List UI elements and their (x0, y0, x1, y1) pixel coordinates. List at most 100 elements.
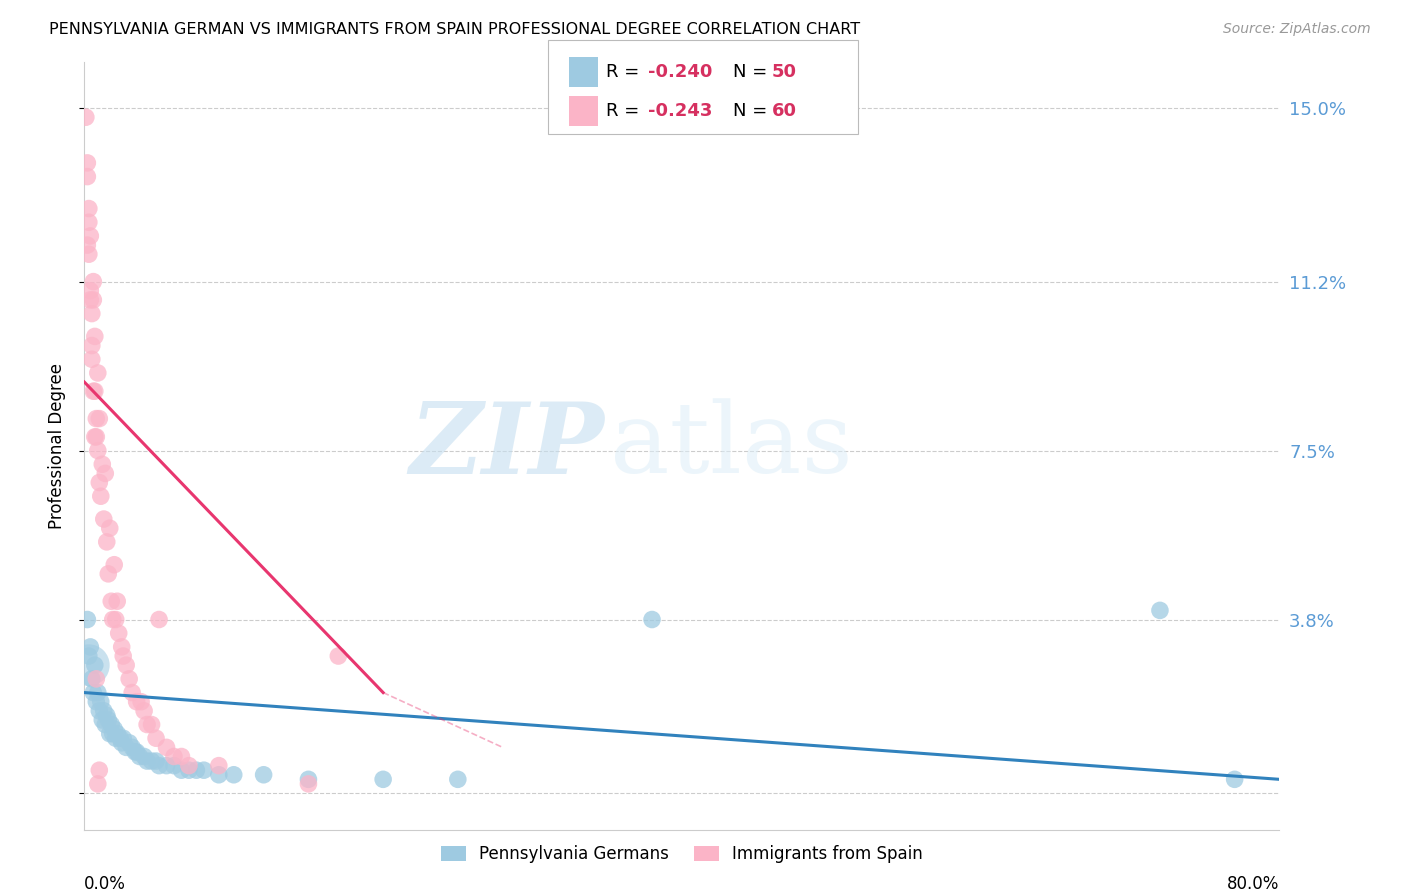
Text: 80.0%: 80.0% (1227, 875, 1279, 892)
Point (104, 613, 127, 627)
Point (125, 695, 148, 709)
Point (124, 745, 146, 759)
Point (170, 749, 193, 764)
Point (328, 648, 350, 663)
Point (132, 749, 156, 764)
Point (76, 238, 98, 252)
Point (222, 768, 245, 782)
Point (86, 695, 108, 709)
Point (93, 704, 115, 718)
Point (77, 215, 100, 229)
Text: ZIP: ZIP (409, 398, 605, 494)
Point (82, 685, 104, 699)
Point (115, 658, 138, 673)
Point (193, 763, 215, 777)
Y-axis label: Professional Degree: Professional Degree (48, 363, 66, 529)
Point (641, 613, 664, 627)
Text: N =: N = (733, 102, 772, 120)
Point (98, 521, 121, 535)
Point (97, 566, 120, 581)
Text: R =: R = (606, 62, 645, 80)
Point (177, 763, 200, 777)
Point (79, 229, 101, 244)
Point (111, 640, 134, 654)
Point (103, 558, 125, 572)
Text: R =: R = (606, 102, 645, 120)
Point (86, 411, 108, 425)
Point (163, 758, 186, 772)
Point (87, 443, 110, 458)
Point (75, 110, 97, 124)
Point (208, 768, 231, 782)
Point (105, 726, 128, 740)
Point (141, 754, 163, 768)
Point (97, 713, 120, 727)
Point (82, 275, 104, 289)
Point (1149, 603, 1171, 617)
Point (77, 247, 100, 261)
Point (145, 731, 167, 746)
Point (104, 731, 127, 746)
Point (112, 648, 135, 663)
Point (141, 717, 163, 731)
Point (91, 457, 114, 471)
Point (186, 763, 208, 777)
Text: 60: 60 (772, 102, 797, 120)
Point (87, 777, 110, 791)
Legend: Pennsylvania Germans, Immigrants from Spain: Pennsylvania Germans, Immigrants from Sp… (433, 837, 931, 871)
Point (115, 740, 138, 755)
Point (177, 758, 200, 772)
Point (96, 535, 118, 549)
Point (77, 658, 100, 673)
Point (83, 658, 105, 673)
Text: 50: 50 (772, 62, 797, 80)
Point (208, 758, 231, 772)
Point (96, 708, 118, 723)
Point (155, 740, 177, 755)
Point (148, 613, 170, 627)
Point (163, 749, 186, 764)
Point (129, 695, 152, 709)
Point (80, 307, 103, 321)
Point (112, 731, 135, 746)
Point (101, 726, 124, 740)
Text: N =: N = (733, 62, 772, 80)
Point (297, 772, 319, 787)
Text: -0.240: -0.240 (648, 62, 713, 80)
Point (77, 202, 100, 216)
Point (80, 338, 103, 352)
Point (121, 685, 143, 699)
Point (94, 717, 117, 731)
Point (118, 736, 141, 750)
Point (170, 763, 193, 777)
Point (83, 430, 105, 444)
Text: atlas: atlas (610, 398, 853, 494)
Point (82, 384, 104, 399)
Point (118, 672, 141, 686)
Point (111, 736, 134, 750)
Point (373, 772, 395, 787)
Point (89, 411, 111, 425)
Point (80, 352, 103, 367)
Text: -0.243: -0.243 (648, 102, 713, 120)
Point (93, 512, 115, 526)
Point (90, 489, 112, 503)
Point (110, 731, 132, 746)
Point (80, 672, 103, 686)
Point (100, 594, 122, 608)
Point (90, 695, 112, 709)
Point (136, 754, 159, 768)
Point (128, 749, 150, 764)
Point (83, 329, 105, 343)
Point (89, 475, 111, 490)
Point (107, 626, 129, 640)
Point (121, 740, 143, 755)
Point (87, 366, 110, 380)
Point (103, 722, 125, 736)
Point (79, 284, 101, 298)
Point (148, 758, 170, 772)
Point (76, 613, 98, 627)
Point (98, 726, 121, 740)
Point (86, 430, 108, 444)
Point (79, 640, 101, 654)
